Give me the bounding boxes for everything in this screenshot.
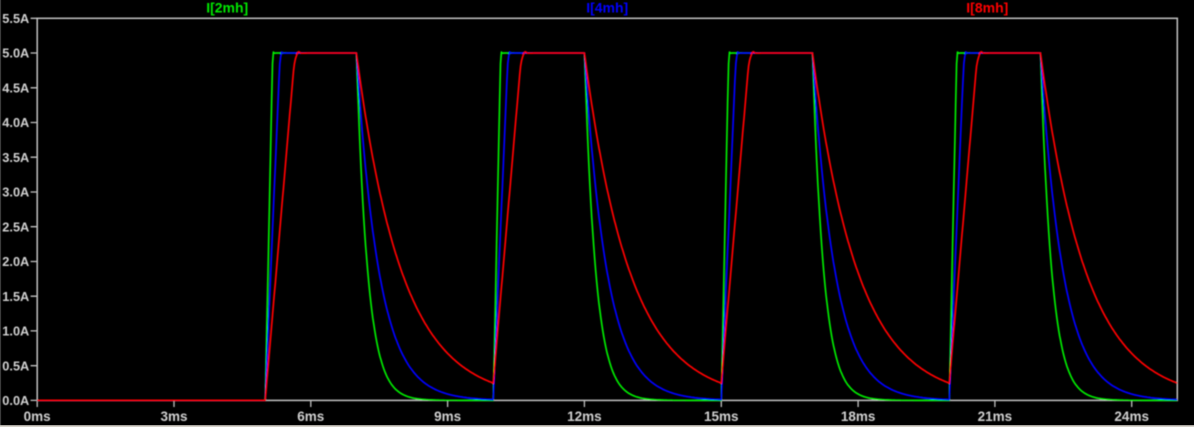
svg-text:12ms: 12ms — [567, 409, 602, 424]
svg-text:2.5A: 2.5A — [2, 219, 29, 234]
svg-text:15ms: 15ms — [704, 409, 739, 424]
svg-text:0.0A: 0.0A — [2, 393, 29, 408]
svg-text:6ms: 6ms — [297, 409, 324, 424]
svg-text:1.0A: 1.0A — [2, 324, 29, 339]
svg-text:18ms: 18ms — [841, 409, 876, 424]
svg-text:0ms: 0ms — [24, 409, 51, 424]
svg-text:9ms: 9ms — [434, 409, 461, 424]
svg-text:5.0A: 5.0A — [2, 46, 29, 61]
svg-text:5.5A: 5.5A — [2, 11, 29, 26]
svg-text:3.5A: 3.5A — [2, 150, 29, 165]
svg-text:0.5A: 0.5A — [2, 358, 29, 373]
svg-text:I[2mh]: I[2mh] — [206, 0, 248, 16]
svg-text:1.5A: 1.5A — [2, 289, 29, 304]
svg-text:2.0A: 2.0A — [2, 254, 29, 269]
svg-text:24ms: 24ms — [1114, 409, 1149, 424]
svg-text:I[8mh]: I[8mh] — [966, 0, 1008, 16]
svg-text:3.0A: 3.0A — [2, 185, 29, 200]
svg-text:21ms: 21ms — [978, 409, 1013, 424]
svg-text:4.5A: 4.5A — [2, 80, 29, 95]
svg-text:3ms: 3ms — [160, 409, 187, 424]
svg-text:I[4mh]: I[4mh] — [586, 0, 628, 16]
svg-text:4.0A: 4.0A — [2, 115, 29, 130]
